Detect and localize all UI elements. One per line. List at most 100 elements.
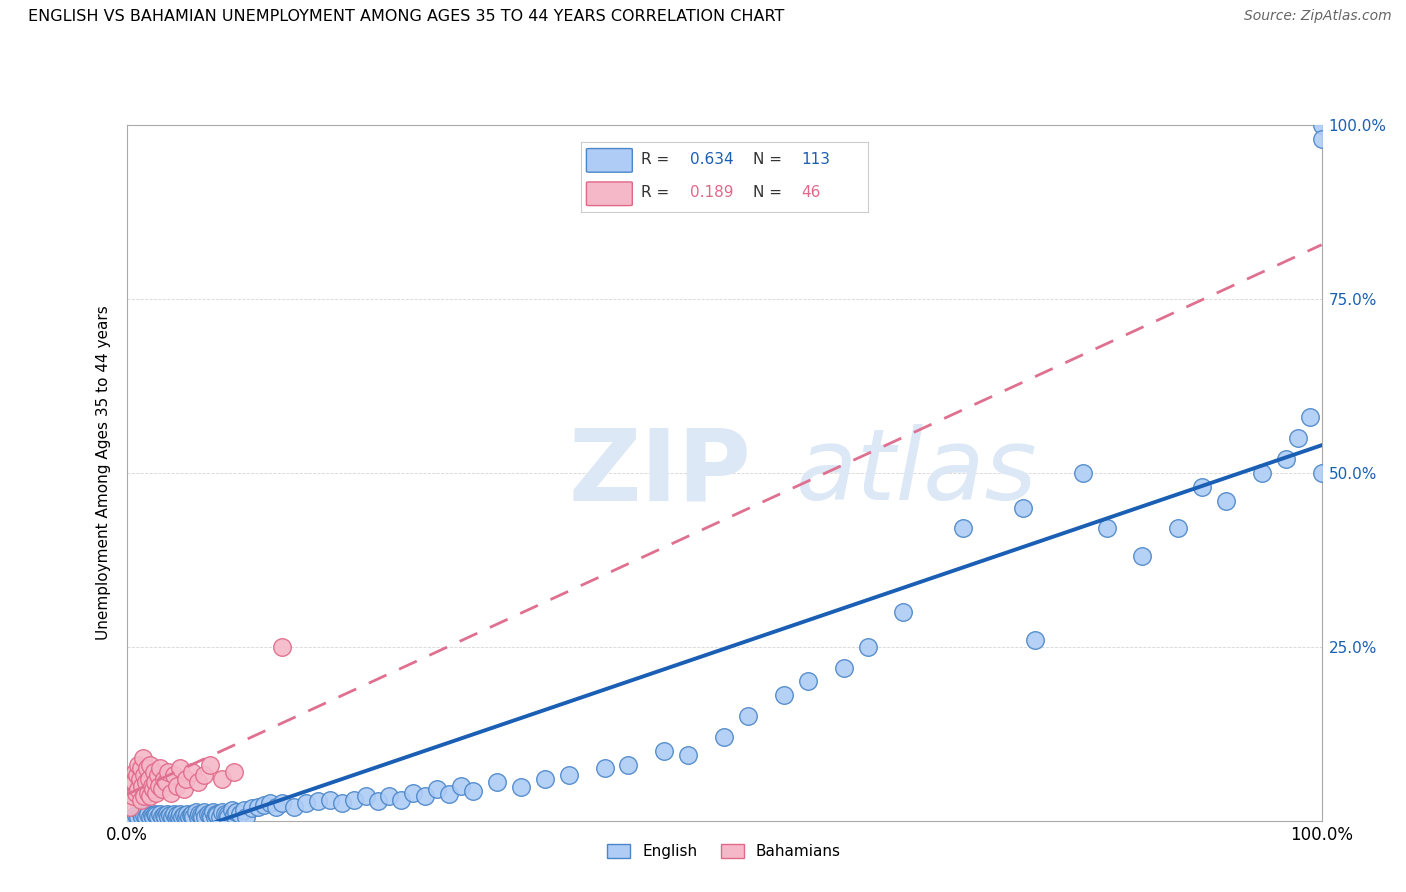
Point: [509, 780, 531, 795]
Point: [856, 640, 879, 654]
Text: 46: 46: [801, 185, 821, 200]
Text: N =: N =: [752, 153, 786, 167]
Y-axis label: Unemployment Among Ages 35 to 44 years: Unemployment Among Ages 35 to 44 years: [96, 305, 111, 640]
Point: [150, 810, 174, 824]
Point: [235, 810, 257, 824]
Point: [187, 775, 209, 789]
Point: [160, 810, 183, 824]
Point: [270, 640, 294, 654]
Point: [135, 761, 157, 775]
Point: [207, 808, 229, 822]
Point: [1130, 549, 1153, 564]
Text: R =: R =: [641, 185, 673, 200]
Point: [652, 744, 675, 758]
Point: [194, 810, 217, 824]
Point: [169, 806, 191, 821]
Point: [193, 768, 215, 782]
Point: [141, 808, 163, 822]
Point: [190, 808, 212, 822]
Point: [676, 747, 699, 762]
Text: ZIP: ZIP: [568, 425, 752, 521]
Point: [557, 768, 581, 782]
Point: [1310, 466, 1333, 480]
Point: [270, 796, 294, 810]
Point: [232, 803, 254, 817]
Point: [169, 761, 191, 775]
Point: [205, 806, 228, 821]
Point: [294, 796, 316, 810]
Point: [143, 806, 166, 821]
Point: [149, 806, 172, 821]
Point: [593, 761, 616, 775]
Point: [121, 810, 143, 824]
Point: [143, 775, 166, 789]
Point: [354, 789, 377, 804]
Point: [1310, 132, 1333, 146]
Point: [129, 761, 152, 775]
Point: [891, 605, 914, 619]
Point: [149, 761, 172, 775]
Point: [229, 806, 252, 821]
Point: [200, 758, 222, 772]
Point: [259, 796, 281, 810]
Point: [136, 806, 159, 821]
Point: [952, 521, 974, 535]
Point: [486, 775, 509, 789]
Point: [138, 772, 160, 786]
Point: [1071, 466, 1094, 480]
Point: [330, 796, 353, 810]
Point: [159, 786, 181, 800]
Point: [215, 808, 238, 822]
Point: [134, 789, 156, 804]
Point: [184, 805, 207, 820]
Point: [135, 810, 157, 824]
Point: [153, 810, 176, 824]
Point: [121, 789, 143, 804]
Point: [221, 803, 243, 817]
Point: [132, 751, 155, 765]
Point: [264, 799, 287, 814]
Point: [120, 799, 142, 814]
Point: [737, 709, 759, 723]
Point: [141, 779, 163, 793]
Point: [1274, 451, 1296, 466]
Text: 0.189: 0.189: [690, 185, 733, 200]
Point: [127, 768, 149, 782]
Text: 0.634: 0.634: [690, 153, 734, 167]
Point: [131, 810, 153, 824]
Point: [204, 810, 226, 824]
Point: [222, 808, 246, 822]
Point: [796, 674, 818, 689]
Point: [1095, 521, 1118, 535]
Point: [713, 730, 735, 744]
Point: [165, 810, 187, 824]
Point: [1024, 632, 1046, 647]
Point: [200, 810, 222, 824]
Point: [426, 782, 449, 797]
Point: [378, 789, 401, 804]
Point: [391, 793, 413, 807]
Point: [129, 806, 152, 821]
Text: N =: N =: [752, 185, 786, 200]
Point: [283, 799, 305, 814]
Point: [170, 810, 193, 824]
Point: [214, 806, 236, 821]
Point: [152, 772, 174, 786]
Point: [174, 810, 197, 824]
Point: [166, 808, 188, 822]
Point: [173, 782, 195, 797]
Text: 113: 113: [801, 153, 831, 167]
Point: [1215, 493, 1237, 508]
Point: [134, 808, 156, 822]
Point: [1310, 118, 1333, 132]
Point: [181, 806, 204, 821]
Text: R =: R =: [641, 153, 673, 167]
Point: [225, 805, 247, 820]
Point: [177, 810, 200, 824]
Point: [125, 808, 148, 822]
Point: [139, 758, 162, 772]
Point: [461, 784, 484, 798]
Point: [135, 775, 157, 789]
Point: [166, 779, 188, 793]
Point: [143, 764, 166, 779]
